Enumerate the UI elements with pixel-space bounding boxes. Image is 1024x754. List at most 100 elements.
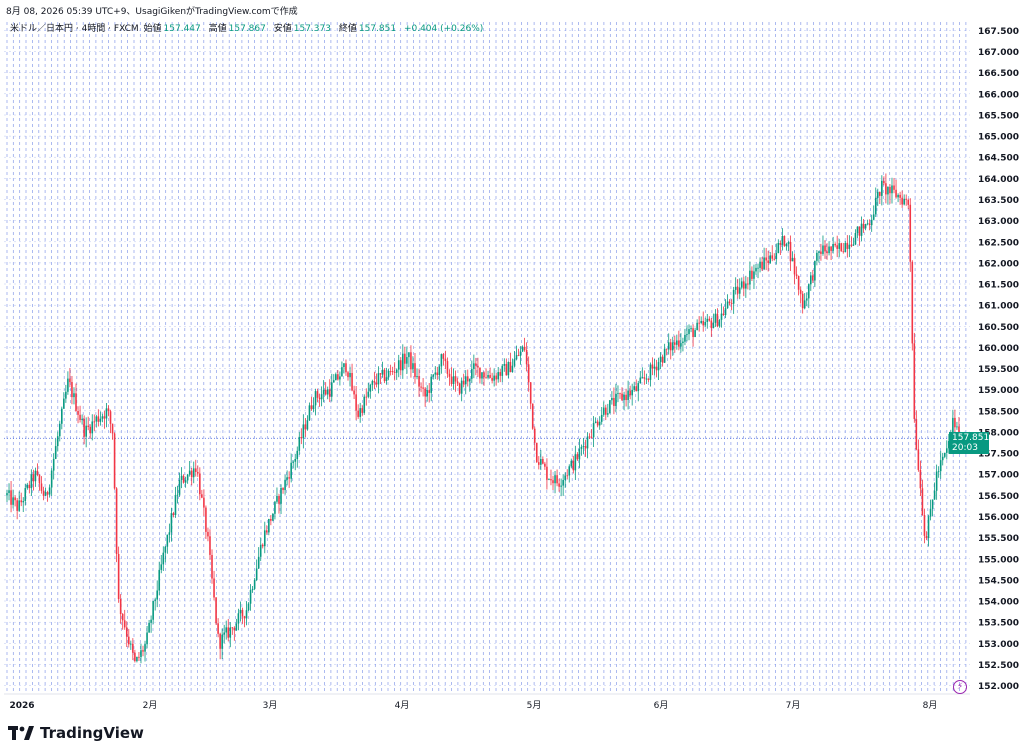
candle xyxy=(497,367,500,383)
candle-body xyxy=(227,627,230,638)
candle-body xyxy=(661,356,664,363)
candle-body xyxy=(600,414,603,422)
candle-body xyxy=(525,349,528,365)
candle-body xyxy=(42,490,45,496)
candle xyxy=(434,366,437,380)
change-value: +0.404 (+0.26%) xyxy=(403,24,484,34)
candle-body xyxy=(899,194,901,198)
candle-body xyxy=(278,496,280,504)
y-tick-label: 157.500 xyxy=(978,450,1019,460)
candle xyxy=(268,518,270,536)
candle xyxy=(669,338,672,360)
candle-body xyxy=(109,411,112,424)
candle xyxy=(178,472,181,497)
candle-body xyxy=(570,460,573,467)
candle xyxy=(119,594,122,624)
candle xyxy=(440,353,443,374)
candle-body xyxy=(596,421,599,426)
candle xyxy=(148,620,150,633)
candle-body xyxy=(686,334,688,335)
candle xyxy=(81,414,83,425)
candle xyxy=(121,613,124,630)
candle-body xyxy=(477,365,479,368)
candle-body xyxy=(511,365,514,373)
candle-body xyxy=(826,251,828,254)
time-axis[interactable]: 2026 2月 3月 4月 5月 6月 7月 8月 xyxy=(4,693,970,711)
candle xyxy=(887,186,889,205)
candle-body xyxy=(706,318,709,322)
candle xyxy=(123,609,126,630)
x-tick-label: 6月 xyxy=(654,700,669,711)
candle-body xyxy=(582,445,585,447)
candle xyxy=(734,277,737,295)
candle-body xyxy=(440,354,443,367)
candle-body xyxy=(714,313,717,323)
symbol-label[interactable]: 米ドル／日本円 · 4時間 · FXCM xyxy=(10,24,139,34)
candle-body xyxy=(838,243,841,249)
tradingview-logo[interactable]: TradingView xyxy=(8,724,144,742)
candle-body xyxy=(935,471,938,491)
candle xyxy=(416,368,418,380)
candle-body xyxy=(125,627,128,637)
candle xyxy=(801,291,804,314)
price-axis[interactable]: 167.500 167.000 166.500 166.000 165.500 165.0… xyxy=(978,27,1019,692)
candle-body xyxy=(471,368,473,379)
candle-body xyxy=(749,270,751,285)
candle xyxy=(694,327,696,338)
candle-body xyxy=(907,199,910,205)
horizontal-grid xyxy=(4,30,970,686)
candle-body xyxy=(671,342,674,351)
candle-body xyxy=(389,371,392,372)
candle-body xyxy=(119,599,122,614)
candle-body xyxy=(483,372,485,378)
candle-body xyxy=(635,386,638,392)
candle xyxy=(674,335,676,353)
candle-body xyxy=(678,340,680,347)
candle xyxy=(278,493,280,514)
candle-body xyxy=(860,223,863,236)
candle xyxy=(665,348,668,356)
candle-body xyxy=(921,488,924,516)
candle-body xyxy=(462,380,465,385)
candle xyxy=(572,455,575,474)
candle xyxy=(127,628,130,648)
y-tick-label: 167.500 xyxy=(978,27,1019,37)
candle xyxy=(546,458,548,490)
candle xyxy=(430,374,433,402)
candle xyxy=(361,404,364,417)
candle-body xyxy=(270,519,272,521)
candle xyxy=(621,387,623,401)
candle xyxy=(842,243,845,254)
candle xyxy=(574,445,577,480)
candle-body xyxy=(789,242,792,262)
candle-body xyxy=(402,353,404,371)
candle-body xyxy=(130,643,132,645)
candle-body xyxy=(588,436,591,438)
candle xyxy=(684,328,686,346)
candle xyxy=(296,446,299,468)
candle xyxy=(150,615,152,633)
candle xyxy=(312,397,315,413)
candle-body xyxy=(341,367,343,377)
flash-icon[interactable]: ⚡ xyxy=(953,680,967,694)
y-tick-label: 162.000 xyxy=(978,259,1019,269)
candle-body xyxy=(54,446,57,459)
candle xyxy=(351,363,353,392)
candle-body xyxy=(32,474,35,482)
candle-body xyxy=(874,197,877,215)
candle-body xyxy=(824,245,826,252)
candle xyxy=(58,420,61,442)
candle-body xyxy=(205,507,207,532)
candle-body xyxy=(146,632,148,645)
candle xyxy=(304,418,307,437)
candle xyxy=(221,628,223,660)
candle xyxy=(132,638,134,661)
candle-body xyxy=(781,236,784,245)
candle-body xyxy=(836,245,838,249)
candle xyxy=(812,269,814,283)
candle xyxy=(16,498,18,520)
symbol-legend: 米ドル／日本円 · 4時間 · FXCM 始値 157.447 高値 157.867… xyxy=(10,21,488,34)
candle xyxy=(730,299,733,311)
candle-body xyxy=(631,389,633,396)
